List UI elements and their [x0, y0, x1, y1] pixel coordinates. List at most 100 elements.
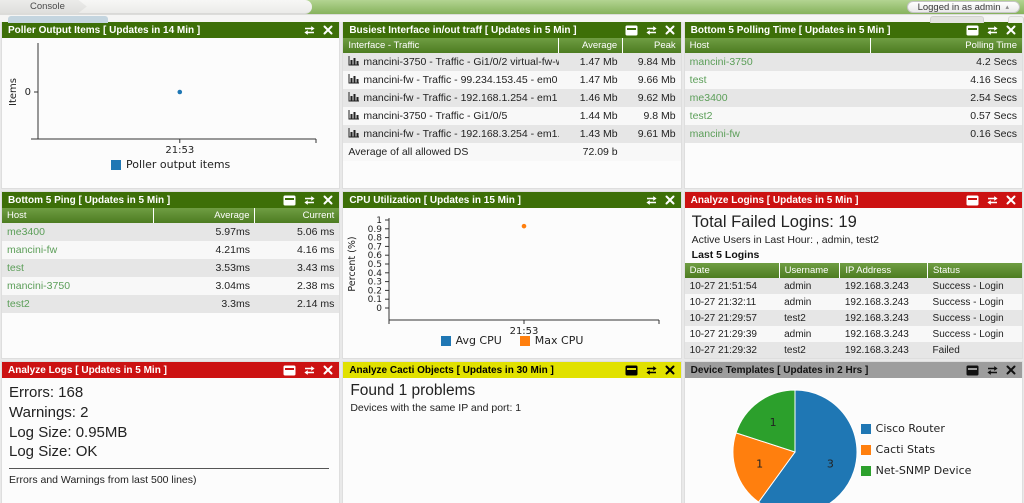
- login-user: admin: [779, 326, 840, 342]
- partial-tab-right-2[interactable]: [1008, 16, 1024, 23]
- close-icon[interactable]: [323, 195, 333, 205]
- refresh-icon[interactable]: [303, 365, 316, 376]
- legend-label: Avg CPU: [455, 334, 502, 347]
- problems-headline: Found 1 problems: [350, 382, 476, 399]
- close-icon[interactable]: [665, 195, 675, 205]
- close-icon[interactable]: [323, 365, 333, 375]
- legend-item: Cacti Stats: [860, 443, 972, 456]
- column-header-average: Average: [153, 208, 256, 223]
- svg-text:0.2: 0.2: [368, 286, 382, 296]
- graph-icon[interactable]: [348, 74, 360, 84]
- refresh-icon[interactable]: [645, 365, 658, 376]
- host-link[interactable]: mancini-fw: [2, 241, 154, 259]
- close-icon[interactable]: [665, 25, 675, 35]
- top-bar: Console Logged in as admin ▴: [0, 0, 1024, 14]
- window-icon[interactable]: [966, 195, 979, 206]
- device-templates-chart-area: 3 1 1 Cisco Router Cacti Stats Net-SNMP Devi…: [685, 378, 1022, 503]
- refresh-icon[interactable]: [303, 195, 316, 206]
- window-icon[interactable]: [966, 25, 979, 36]
- login-ip: 192.168.3.243: [839, 342, 928, 358]
- svg-text:Items: Items: [8, 78, 19, 106]
- interface-name[interactable]: mancini-3750 - Traffic - Gi1/0/2 virtual…: [363, 56, 558, 68]
- window-icon[interactable]: [625, 365, 638, 376]
- panel-analyze-cacti-objects: Analyze Cacti Objects [ Updates in 30 Mi…: [343, 362, 681, 503]
- graph-icon[interactable]: [348, 128, 360, 138]
- average-value: 1.44 Mb: [558, 107, 623, 125]
- refresh-icon[interactable]: [645, 195, 658, 206]
- graph-icon[interactable]: [348, 92, 360, 102]
- login-date: 10-27 21:32:11: [684, 294, 780, 310]
- host-link[interactable]: mancini-fw: [684, 125, 871, 143]
- window-icon[interactable]: [625, 25, 638, 36]
- refresh-icon[interactable]: [986, 195, 999, 206]
- close-icon[interactable]: [1006, 25, 1016, 35]
- host-link[interactable]: me3400: [2, 223, 154, 241]
- average-value: 1.47 Mb: [558, 53, 623, 71]
- polling-time-value: 0.57 Secs: [870, 107, 1022, 125]
- host-link[interactable]: me3400: [684, 89, 871, 107]
- legend-swatch: [860, 444, 871, 455]
- close-icon[interactable]: [665, 365, 675, 375]
- table-row: test 4.16 Secs: [684, 71, 1022, 89]
- host-link[interactable]: test: [2, 259, 154, 277]
- partial-tab-left[interactable]: [8, 16, 108, 23]
- login-user: test2: [779, 342, 840, 358]
- polling-time-value: 2.54 Secs: [870, 89, 1022, 107]
- svg-text:0: 0: [377, 304, 383, 314]
- panel-header: Analyze Cacti Objects [ Updates in 30 Mi…: [343, 362, 681, 378]
- ping-average: 3.3ms: [153, 295, 255, 313]
- graph-icon[interactable]: [348, 56, 360, 66]
- panel-bottom5-ping: Bottom 5 Ping [ Updates in 5 Min ] Host …: [2, 192, 340, 358]
- interface-name[interactable]: mancini-fw - Traffic - 192.168.3.254 - e…: [363, 128, 559, 140]
- host-link[interactable]: mancini-3750: [2, 277, 154, 295]
- host-link[interactable]: test: [684, 71, 871, 89]
- graph-icon[interactable]: [348, 110, 360, 120]
- window-icon[interactable]: [283, 365, 296, 376]
- table-row: mancini-fw - Traffic - 99.234.153.45 - e…: [343, 71, 681, 89]
- svg-text:1: 1: [769, 416, 776, 429]
- host-link[interactable]: test2: [684, 107, 871, 125]
- panel-device-templates: Device Templates [ Updates in 2 Hrs ] 3 1…: [684, 362, 1022, 503]
- login-date: 10-27 21:51:54: [684, 278, 780, 294]
- refresh-icon[interactable]: [645, 25, 658, 36]
- failed-logins-headline: Total Failed Logins: 19: [691, 213, 857, 231]
- device-templates-pie-chart: 3 1 1: [732, 389, 858, 503]
- ping-current: 4.16 ms: [254, 241, 340, 259]
- refresh-icon[interactable]: [986, 25, 999, 36]
- panel-title: CPU Utilization [ Updates in 15 Min ]: [349, 194, 522, 206]
- interface-name[interactable]: mancini-3750 - Traffic - Gi1/0/5: [363, 110, 508, 122]
- host-link[interactable]: test2: [2, 295, 154, 313]
- refresh-icon[interactable]: [303, 25, 316, 36]
- poller-output-scatter-chart: 0 Items 21:53: [8, 43, 317, 156]
- table-row: mancini-fw 4.21ms 4.16 ms: [2, 241, 340, 259]
- interface-name[interactable]: mancini-fw - Traffic - 99.234.153.45 - e…: [363, 74, 558, 86]
- cpu-scatter-chart: 10.90.80.70.60.50.40.30.20.10 Percent (%)…: [347, 216, 660, 334]
- window-icon[interactable]: [283, 195, 296, 206]
- close-icon[interactable]: [1006, 195, 1016, 205]
- table-row: 10-27 21:29:39 admin 192.168.3.243 Success …: [684, 326, 1022, 342]
- login-ip: 192.168.3.243: [839, 310, 928, 326]
- table-row: me3400 2.54 Secs: [684, 89, 1022, 107]
- table-row: test 3.53ms 3.43 ms: [2, 259, 340, 277]
- close-icon[interactable]: [1006, 365, 1016, 375]
- tab-console[interactable]: Console: [0, 0, 87, 14]
- table-row: me3400 5.97ms 5.06 ms: [2, 223, 340, 241]
- panel-analyze-logs: Analyze Logs [ Updates in 5 Min ] Errors…: [2, 362, 340, 503]
- panel-title: Bottom 5 Polling Time [ Updates in 5 Min…: [690, 24, 891, 36]
- interface-name[interactable]: mancini-fw - Traffic - 192.168.1.254 - e…: [363, 92, 558, 104]
- ping-current: 2.38 ms: [254, 277, 340, 295]
- close-icon[interactable]: [323, 25, 333, 35]
- host-link[interactable]: mancini-3750: [684, 53, 871, 71]
- login-date: 10-27 21:29:57: [684, 310, 780, 326]
- panel-header: Bottom 5 Ping [ Updates in 5 Min ]: [2, 192, 340, 208]
- svg-text:0.4: 0.4: [368, 269, 383, 279]
- partial-tab-right-1[interactable]: [930, 16, 984, 23]
- sub-tab-strip: [0, 14, 1024, 23]
- svg-text:0.1: 0.1: [368, 295, 382, 305]
- table-row: 10-27 21:32:11 admin 192.168.3.243 Success …: [684, 294, 1022, 310]
- user-menu[interactable]: Logged in as admin ▴: [906, 1, 1020, 13]
- svg-text:0.5: 0.5: [368, 260, 382, 270]
- table-row: 10-27 21:51:54 admin 192.168.3.243 Success …: [684, 278, 1022, 294]
- window-icon[interactable]: [966, 365, 979, 376]
- refresh-icon[interactable]: [986, 365, 999, 376]
